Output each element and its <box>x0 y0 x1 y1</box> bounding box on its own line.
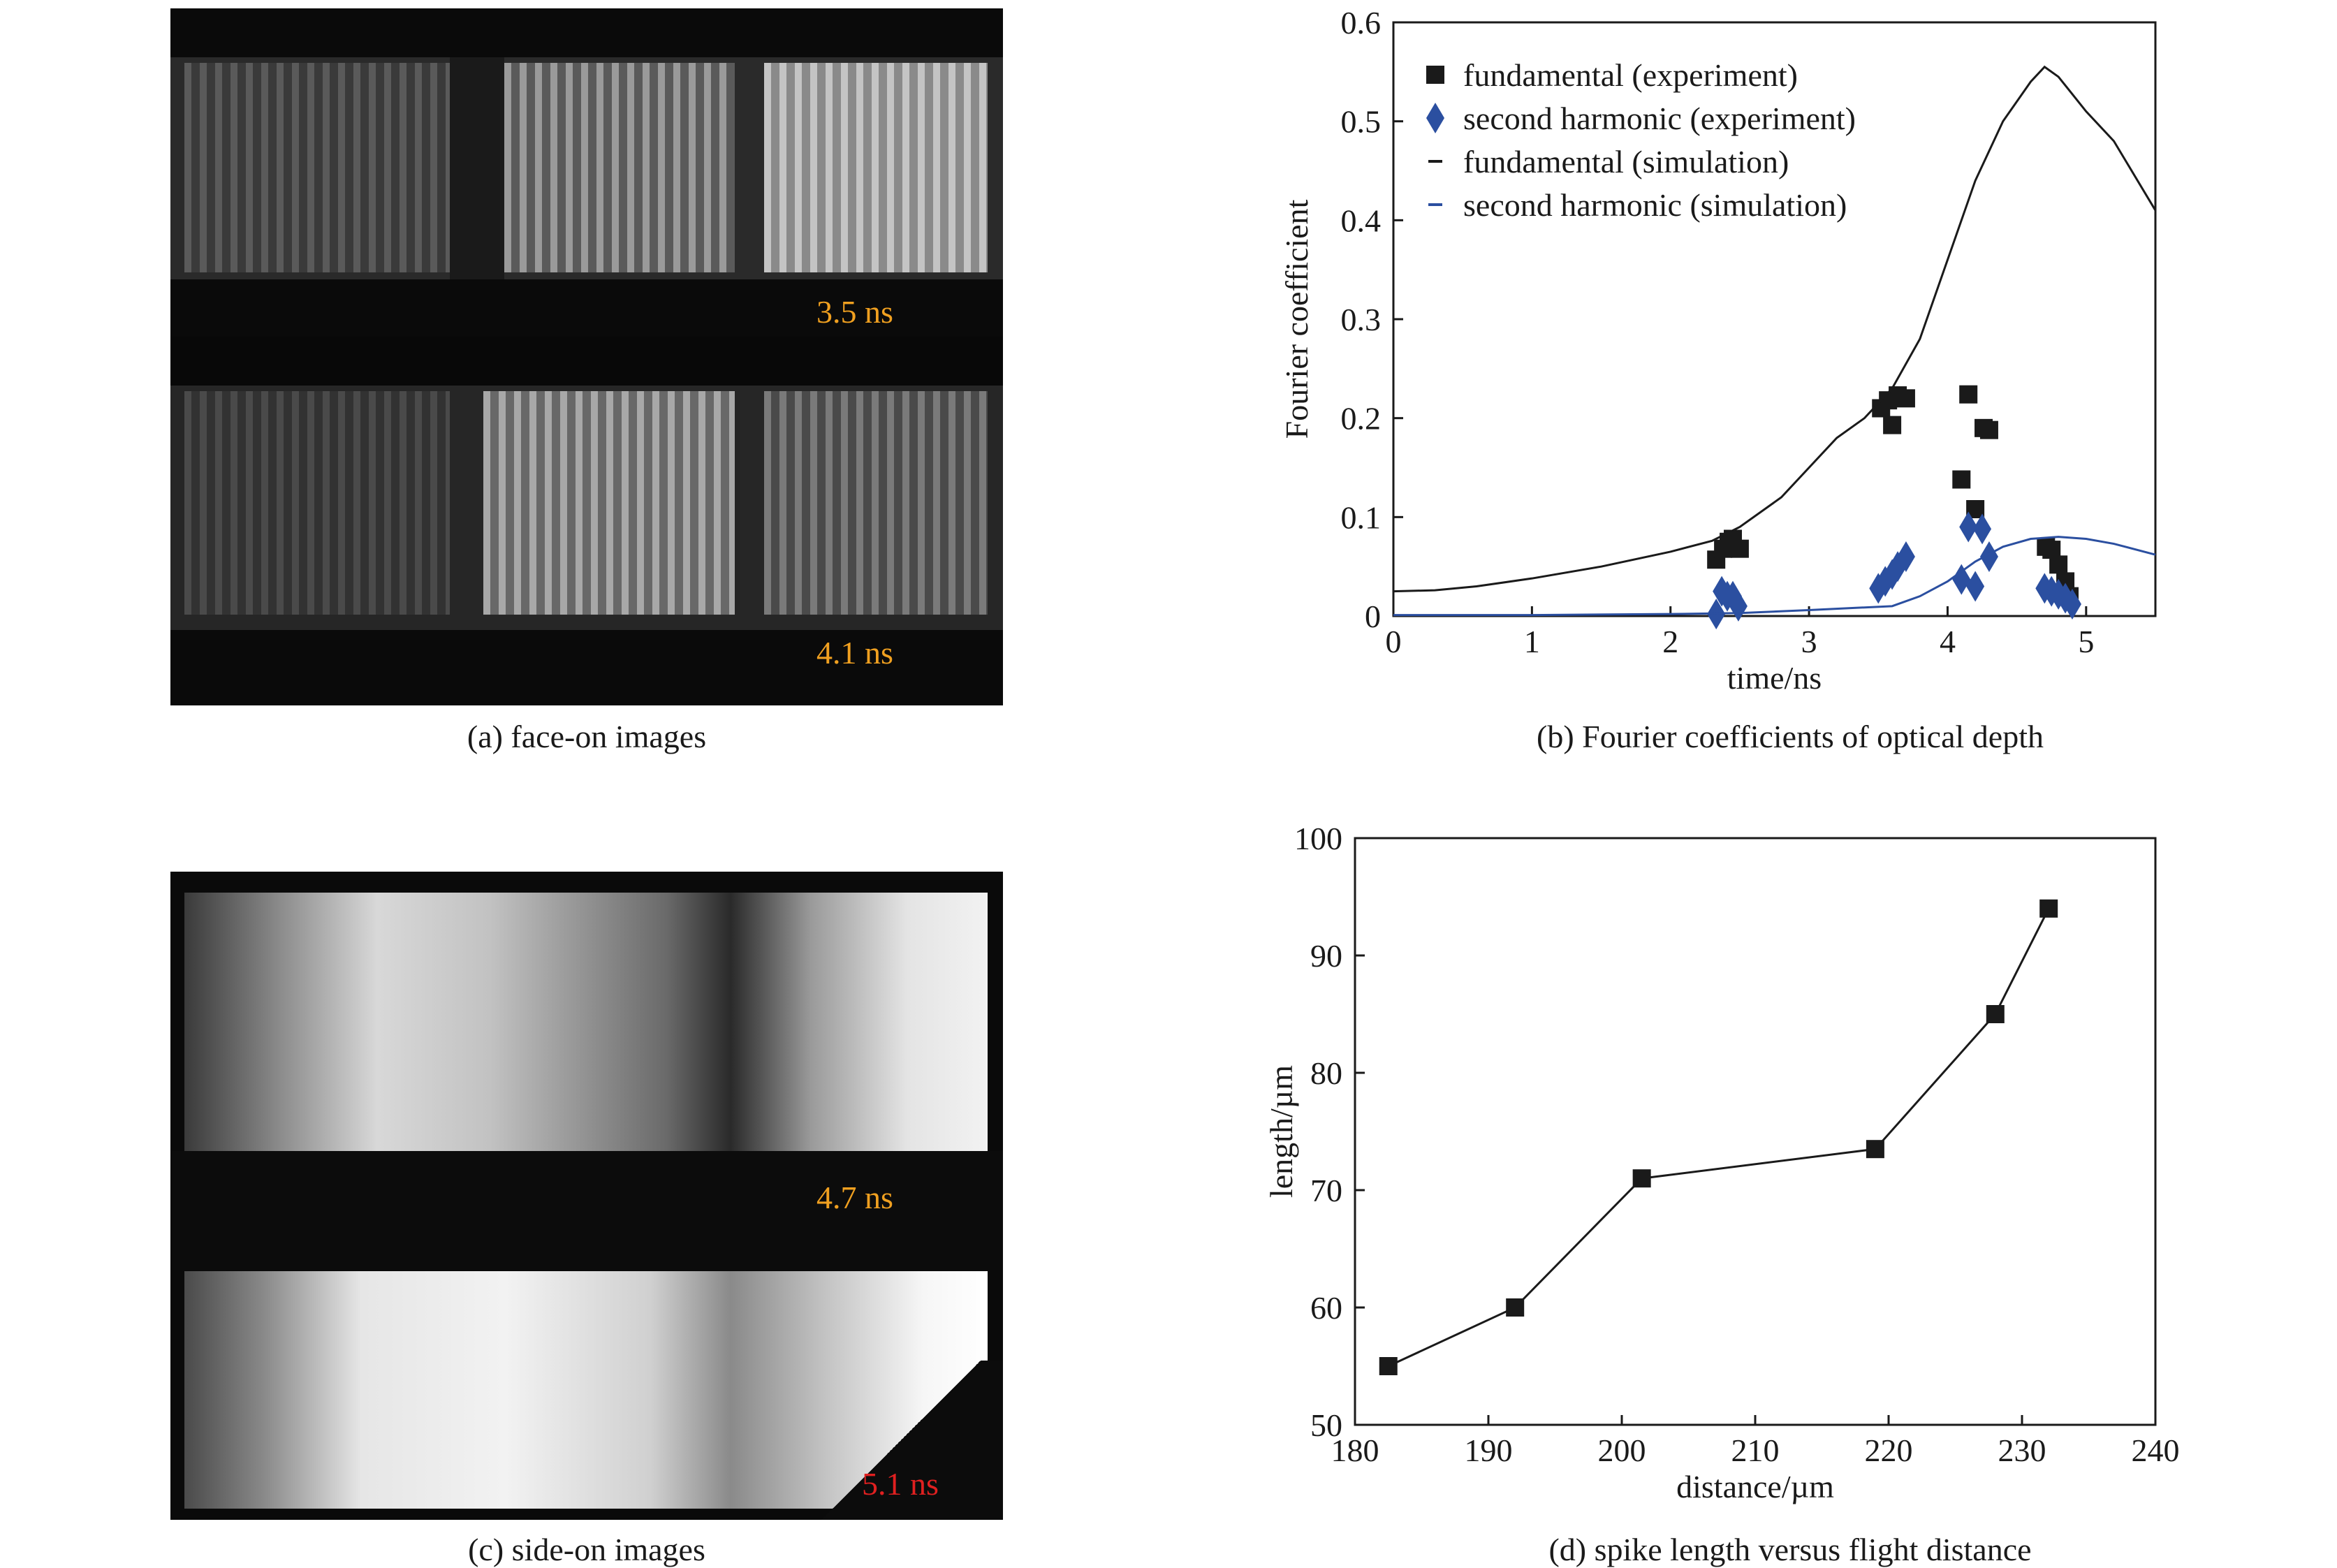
face-on-bottom-right-cell <box>764 391 988 615</box>
legend-entry-1: second harmonic (experiment) <box>1463 101 1856 136</box>
x-tick-label: 5 <box>2078 624 2094 659</box>
data-point-diamond <box>1723 580 1742 612</box>
face-on-label-3-5ns: 3.5 ns <box>816 294 893 330</box>
data-point-diamond <box>1952 564 1971 595</box>
data-point-square <box>1883 416 1902 434</box>
caption-d: (d) spike length versus flight distance <box>1548 1532 2032 1567</box>
side-on-label-4-7ns: 4.7 ns <box>816 1180 893 1215</box>
x-tick-label: 180 <box>1331 1433 1379 1468</box>
x-tick-label: 1 <box>1524 624 1540 659</box>
data-point-square <box>1506 1298 1525 1317</box>
y-tick-label: 0.1 <box>1341 499 1382 535</box>
data-point-diamond <box>1966 571 1985 602</box>
face-on-top-divider <box>450 57 504 279</box>
plot-frame <box>1354 837 2157 1426</box>
data-point-square <box>1959 385 1978 404</box>
face-on-bottom-left-cell <box>184 391 450 615</box>
data-point-square <box>1986 1005 2005 1023</box>
y-tick-label: 0 <box>1365 599 1381 634</box>
series-line-2 <box>1393 65 2157 593</box>
data-point-square <box>1979 420 1998 439</box>
face-on-bottom-mid-cell <box>483 391 735 615</box>
legend-entry-3: second harmonic (simulation) <box>1463 187 1847 223</box>
y-axis-label: Fourier coefficient <box>1279 199 1314 439</box>
y-tick-label: 80 <box>1310 1055 1342 1091</box>
data-point-square <box>1730 539 1749 558</box>
face-on-image: 3.5 ns 4.1 ns <box>170 8 1003 705</box>
data-point-diamond <box>1979 541 1998 572</box>
legend-entry-0: fundamental (experiment) <box>1463 57 1798 93</box>
data-point-square <box>2039 899 2058 918</box>
x-tick-label: 2 <box>1662 624 1678 659</box>
y-tick-label: 0.2 <box>1341 401 1382 437</box>
y-tick-label: 0.5 <box>1341 104 1382 140</box>
y-tick-label: 70 <box>1310 1173 1342 1208</box>
y-axis-label: length/µm <box>1263 1065 1299 1198</box>
caption-b: (b) Fourier coefficients of optical dept… <box>1537 719 2044 754</box>
legend-entry-2: fundamental (simulation) <box>1463 144 1789 179</box>
x-tick-label: 4 <box>1940 624 1956 659</box>
data-point-square <box>1952 470 1971 489</box>
side-on-label-5-1ns: 5.1 ns <box>862 1466 939 1502</box>
side-on-separator <box>170 1151 1003 1270</box>
y-tick-label: 0.4 <box>1341 203 1382 238</box>
y-tick-label: 0.6 <box>1341 5 1382 41</box>
x-tick-label: 220 <box>1865 1433 1913 1468</box>
face-on-top-left-cell <box>184 63 450 272</box>
x-tick-label: 0 <box>1386 624 1402 659</box>
data-point-diamond <box>1889 551 1907 582</box>
x-tick-label: 190 <box>1465 1433 1513 1468</box>
data-point-diamond <box>1896 541 1915 572</box>
spike-length-chart: 180 190 200 210 220 230 240 50 60 70 80 90 100 distan… <box>1263 821 2180 1504</box>
data-point-square <box>2049 555 2068 574</box>
x-tick-label: 200 <box>1598 1433 1646 1468</box>
y-tick-label: 90 <box>1310 938 1342 974</box>
y-tick-label: 0.3 <box>1341 302 1382 337</box>
data-point-square <box>1632 1169 1651 1188</box>
y-tick-label: 50 <box>1310 1407 1342 1443</box>
series-line-3 <box>1393 536 2156 617</box>
x-tick-label: 240 <box>2132 1433 2180 1468</box>
x-tick-label: 230 <box>1998 1433 2046 1468</box>
face-on-label-4-1ns: 4.1 ns <box>816 635 893 671</box>
y-tick-label: 100 <box>1294 821 1342 856</box>
x-tick-label: 210 <box>1731 1433 1780 1468</box>
data-point-diamond <box>2063 589 2081 620</box>
x-tick-label: 3 <box>1801 624 1817 659</box>
fourier-coefficient-chart: 0 1 2 3 4 5 0 0.1 0.2 0.3 0.4 0.5 0.6 time/ns Fourier … <box>1279 5 2157 696</box>
data-point-diamond <box>1973 513 1992 545</box>
legend-marker-square <box>1426 66 1444 84</box>
series-line-0 <box>1388 908 2050 1368</box>
caption-c: (c) side-on images <box>468 1532 705 1567</box>
y-tick-label: 60 <box>1310 1290 1342 1326</box>
data-point-square <box>1896 389 1915 408</box>
legend-marker-diamond <box>1426 103 1444 133</box>
data-point-square <box>1379 1357 1398 1375</box>
data-point-square <box>1866 1140 1884 1159</box>
data-point-diamond <box>1883 559 1902 590</box>
side-on-bottom-corner-shadow <box>799 1361 1003 1520</box>
x-axis-label: time/ns <box>1727 660 1822 696</box>
x-axis-label: distance/µm <box>1676 1469 1834 1504</box>
face-on-top-right-cell <box>764 63 988 272</box>
side-on-image: 4.7 ns 5.1 ns <box>170 872 1003 1520</box>
face-on-separator <box>170 337 1003 386</box>
data-point-diamond <box>1959 511 1978 543</box>
face-on-top-mid-cell <box>504 63 735 272</box>
side-on-top-frame <box>184 893 988 1151</box>
caption-a: (a) face-on images <box>467 719 707 754</box>
